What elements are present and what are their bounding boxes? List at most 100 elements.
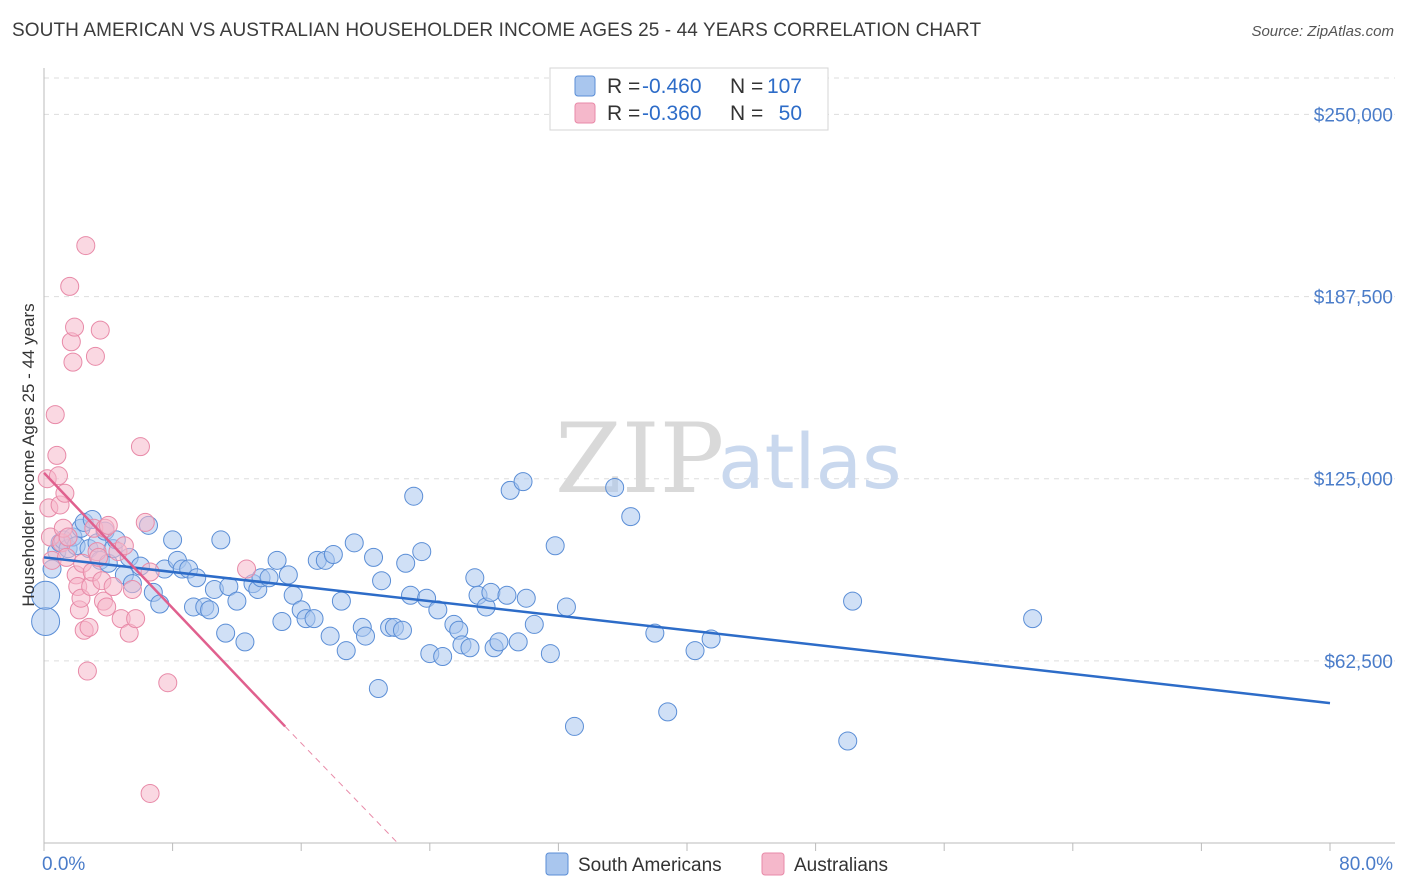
south-american-point-95 xyxy=(605,477,625,497)
south-american-point-67 xyxy=(396,553,416,573)
south-american-point-34 xyxy=(200,600,220,620)
south-american-point-74 xyxy=(433,646,453,666)
trend-lines xyxy=(43,472,1331,844)
legend-n-value-1: 107 xyxy=(767,75,802,98)
south-american-point-84 xyxy=(489,632,509,652)
south-american-point-32 xyxy=(187,568,207,588)
legend-n-value-2: 50 xyxy=(779,102,802,125)
australian-point-16 xyxy=(65,317,85,337)
south-american-point-70 xyxy=(412,542,432,562)
south-american-point-79 xyxy=(465,568,485,588)
south-american-point-92 xyxy=(545,536,565,556)
source-credit: Source: ZipAtlas.com xyxy=(1251,23,1394,40)
south-american-point-36 xyxy=(211,530,231,550)
south-american-point-55 xyxy=(323,544,343,564)
south-american-point-56 xyxy=(331,591,351,611)
south-american-point-45 xyxy=(267,550,287,570)
australian-point-50 xyxy=(237,559,257,579)
south-american-point-98 xyxy=(658,702,678,722)
south-american-point-63 xyxy=(372,571,392,591)
x-tick-min: 0.0% xyxy=(42,854,85,875)
south-american-point-37 xyxy=(216,623,236,643)
bottom-legend-label-2: Australians xyxy=(794,855,888,876)
australian-point-38 xyxy=(103,577,123,597)
south-american-point-102 xyxy=(843,591,863,611)
south-american-point-103 xyxy=(1023,609,1043,629)
south-americans-points xyxy=(31,472,1043,751)
south-american-point-57 xyxy=(336,641,356,661)
x-tick-max: 80.0% xyxy=(1339,854,1393,875)
south-american-point-93 xyxy=(556,597,576,617)
legend-r-value-2: -0.360 xyxy=(642,102,702,125)
south-american-point-87 xyxy=(508,632,528,652)
legend-r-label-1: R = xyxy=(607,75,640,98)
south-american-point-91 xyxy=(540,644,560,664)
australian-point-32 xyxy=(90,320,110,340)
australian-point-49 xyxy=(140,783,160,803)
australian-point-12 xyxy=(58,527,78,547)
south-american-point-61 xyxy=(364,547,384,567)
series-legend: South Americans Australians xyxy=(545,852,888,876)
australian-point-41 xyxy=(114,536,134,556)
australian-point-5 xyxy=(47,445,67,465)
south-american-point-68 xyxy=(401,585,421,605)
legend-box xyxy=(549,67,829,131)
legend-swatch-blue xyxy=(574,75,596,97)
legend-n-label-2: N = xyxy=(730,102,763,125)
australian-point-46 xyxy=(135,512,155,532)
south-american-point-78 xyxy=(460,638,480,658)
australian-point-45 xyxy=(130,437,150,457)
south-american-point-60 xyxy=(356,626,375,646)
south-american-point-90 xyxy=(524,614,544,634)
australian-point-44 xyxy=(126,609,146,629)
australian-point-15 xyxy=(63,352,83,372)
south-american-point-51 xyxy=(304,609,324,629)
legend-swatch-pink xyxy=(574,102,596,124)
south-american-point-94 xyxy=(564,716,584,736)
australian-point-4 xyxy=(45,405,65,425)
y-tick-label-0: $62,500 xyxy=(1324,652,1393,673)
south-american-point-66 xyxy=(392,620,412,640)
australian-point-36 xyxy=(97,597,117,617)
south-american-point-71 xyxy=(417,588,437,608)
bottom-legend-label-1: South Americans xyxy=(578,855,722,876)
australians-trend-extension xyxy=(284,726,399,844)
australian-point-11 xyxy=(57,547,77,567)
legend-n-label-1: N = xyxy=(730,75,763,98)
y-tick-label-3: $250,000 xyxy=(1314,105,1393,126)
australian-point-29 xyxy=(85,346,105,366)
south-american-point-82 xyxy=(481,582,501,602)
australian-point-47 xyxy=(140,562,160,582)
south-american-point-89 xyxy=(516,588,536,608)
watermark-zip: ZIP xyxy=(555,403,724,515)
south-american-point-96 xyxy=(621,507,641,527)
australian-point-23 xyxy=(76,236,96,256)
south-american-point-62 xyxy=(368,679,388,699)
south-american-point-40 xyxy=(235,632,255,652)
axes xyxy=(43,68,1395,851)
legend-r-label-2: R = xyxy=(607,102,640,125)
australians-trend-line xyxy=(43,472,287,728)
legend-r-value-1: -0.460 xyxy=(642,75,702,98)
south-american-point-101 xyxy=(838,731,858,751)
south-american-point-1 xyxy=(31,580,61,610)
south-american-point-39 xyxy=(227,591,247,611)
australians-points xyxy=(37,236,257,803)
australian-point-25 xyxy=(79,617,99,637)
australian-point-48 xyxy=(158,673,178,693)
south-american-point-54 xyxy=(320,626,340,646)
australian-point-37 xyxy=(98,515,118,535)
australian-point-43 xyxy=(122,579,142,599)
south-americans-trend-line xyxy=(43,556,1331,705)
south-american-point-99 xyxy=(685,641,705,661)
south-american-point-69 xyxy=(404,486,424,506)
south-american-point-85 xyxy=(497,585,517,605)
south-american-point-25 xyxy=(150,594,170,614)
chart-title: SOUTH AMERICAN VS AUSTRALIAN HOUSEHOLDER… xyxy=(12,20,982,41)
y-axis-label: Householder Income Ages 25 - 44 years xyxy=(19,303,38,606)
south-american-point-27 xyxy=(163,530,183,550)
australian-point-24 xyxy=(77,661,97,681)
y-tick-label-1: $125,000 xyxy=(1314,470,1393,491)
south-american-point-97 xyxy=(645,623,665,643)
australian-point-13 xyxy=(60,276,80,296)
